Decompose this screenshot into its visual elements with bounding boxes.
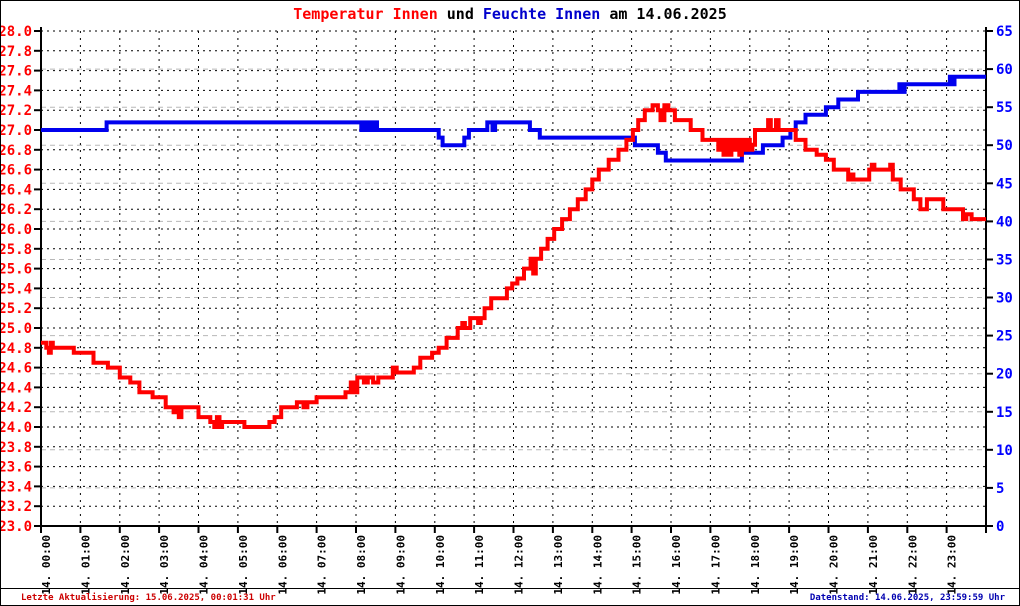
x-axis-tick-label: 14. 15:00 bbox=[631, 535, 644, 595]
right-axis-tick-label: 30 bbox=[996, 291, 1013, 307]
x-axis-tick-label: 14. 14:00 bbox=[591, 535, 604, 595]
x-axis-tick-label: 14. 08:00 bbox=[355, 535, 368, 595]
x-axis-tick-label: 14. 22:00 bbox=[906, 535, 919, 595]
left-axis-tick-label: 26.4 bbox=[1, 182, 32, 198]
title-date-text: am 14.06.2025 bbox=[600, 5, 727, 23]
right-axis-tick-label: 40 bbox=[996, 214, 1013, 230]
left-axis-tick-label: 25.6 bbox=[1, 262, 32, 278]
humidity-series-line bbox=[41, 74, 986, 163]
right-axis-tick-label: 0 bbox=[996, 519, 1004, 535]
right-axis-tick-label: 25 bbox=[996, 329, 1013, 345]
right-axis-tick-label: 55 bbox=[996, 100, 1013, 116]
title-humidity-label: Feuchte Innen bbox=[482, 5, 601, 23]
x-axis-tick-label: 14. 02:00 bbox=[119, 535, 132, 595]
left-axis-tick-label: 25.2 bbox=[1, 301, 32, 317]
x-axis-tick-label: 14. 11:00 bbox=[473, 535, 486, 595]
left-axis-tick-label: 27.0 bbox=[1, 123, 32, 139]
x-axis-tick-label: 14. 17:00 bbox=[709, 535, 722, 595]
left-axis-tick-label: 23.0 bbox=[1, 519, 32, 535]
left-axis-tick-label: 23.2 bbox=[1, 499, 32, 515]
footer-divider bbox=[1, 588, 1019, 589]
left-axis-tick-label: 24.8 bbox=[1, 341, 32, 357]
x-axis-tick-label: 14. 23:00 bbox=[946, 535, 959, 595]
right-axis-tick-label: 35 bbox=[996, 253, 1013, 269]
right-axis-tick-label: 10 bbox=[996, 443, 1013, 459]
left-axis-tick-label: 24.4 bbox=[1, 380, 32, 396]
right-axis-tick-label: 65 bbox=[996, 24, 1013, 40]
left-axis-tick-label: 27.8 bbox=[1, 44, 32, 60]
title-connector-text: und bbox=[437, 5, 483, 23]
left-axis-tick-label: 24.6 bbox=[1, 361, 32, 377]
left-axis-tick-label: 26.2 bbox=[1, 202, 32, 218]
left-axis-tick-label: 26.0 bbox=[1, 222, 32, 238]
left-axis-tick-label: 24.2 bbox=[1, 400, 32, 416]
x-axis-tick-label: 14. 16:00 bbox=[670, 535, 683, 595]
left-axis-tick-label: 23.4 bbox=[1, 479, 32, 495]
last-update-status: Letzte Aktualisierung: 15.06.2025, 00:01… bbox=[21, 593, 276, 603]
x-axis-tick-label: 14. 00:00 bbox=[40, 535, 53, 595]
x-axis-tick-label: 14. 06:00 bbox=[276, 535, 289, 595]
x-axis-tick-label: 14. 05:00 bbox=[237, 535, 250, 595]
left-axis-tick-label: 27.4 bbox=[1, 83, 32, 99]
right-axis-tick-label: 45 bbox=[996, 176, 1013, 192]
x-axis-tick-label: 14. 03:00 bbox=[158, 535, 171, 595]
x-axis-tick-label: 14. 20:00 bbox=[828, 535, 841, 595]
left-axis-tick-label: 26.8 bbox=[1, 143, 32, 159]
left-axis-tick-label: 23.6 bbox=[1, 460, 32, 476]
x-axis-tick-label: 14. 10:00 bbox=[434, 535, 447, 595]
chart-title: Temperatur Innen und Feuchte Innen am 14… bbox=[1, 5, 1019, 23]
x-axis-tick-label: 14. 01:00 bbox=[79, 535, 92, 595]
left-axis-tick-label: 27.6 bbox=[1, 64, 32, 80]
right-axis-tick-label: 5 bbox=[996, 481, 1004, 497]
left-axis-tick-label: 27.2 bbox=[1, 103, 32, 119]
x-axis-tick-label: 14. 18:00 bbox=[749, 535, 762, 595]
x-axis-tick-label: 14. 21:00 bbox=[867, 535, 880, 595]
left-axis-tick-label: 24.0 bbox=[1, 420, 32, 436]
temperature-series-line bbox=[41, 103, 986, 429]
left-axis-tick-label: 25.0 bbox=[1, 321, 32, 337]
x-axis-tick-label: 14. 07:00 bbox=[316, 535, 329, 595]
data-timestamp-status: Datenstand: 14.06.2025, 23:59:59 Uhr bbox=[809, 593, 1005, 603]
right-axis-tick-label: 20 bbox=[996, 367, 1013, 383]
left-axis-tick-label: 25.4 bbox=[1, 281, 32, 297]
right-axis-tick-label: 60 bbox=[996, 62, 1013, 78]
x-axis-tick-label: 14. 04:00 bbox=[198, 535, 211, 595]
x-axis-tick-label: 14. 09:00 bbox=[394, 535, 407, 595]
right-axis-tick-label: 15 bbox=[996, 405, 1013, 421]
left-axis-tick-label: 23.8 bbox=[1, 440, 32, 456]
right-axis-tick-label: 50 bbox=[996, 138, 1013, 154]
left-axis-tick-label: 26.6 bbox=[1, 163, 32, 179]
x-axis-tick-label: 14. 19:00 bbox=[788, 535, 801, 595]
left-axis-tick-label: 28.0 bbox=[1, 24, 32, 40]
x-axis-tick-label: 14. 12:00 bbox=[513, 535, 526, 595]
title-temperature-label: Temperatur Innen bbox=[293, 5, 438, 23]
x-axis-tick-label: 14. 13:00 bbox=[552, 535, 565, 595]
left-axis-tick-label: 25.8 bbox=[1, 242, 32, 258]
